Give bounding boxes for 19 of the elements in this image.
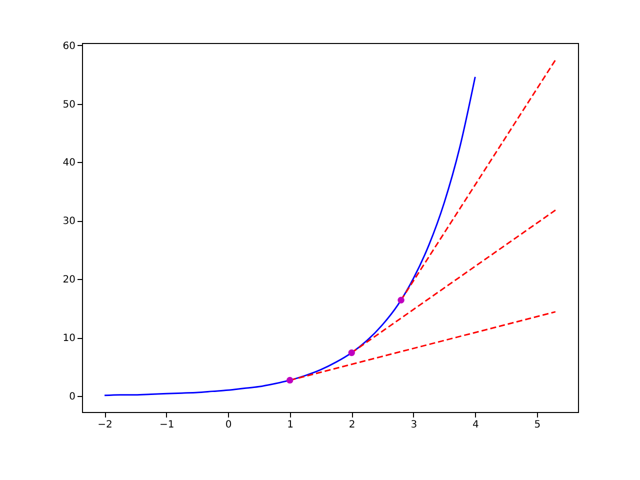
x-tick-label: 3	[410, 420, 418, 430]
y-tick-label: 50	[62, 99, 76, 110]
x-tick-label: −2	[98, 420, 112, 430]
y-tick-label: 40	[62, 158, 76, 169]
line-series	[104, 76, 476, 396]
y-tick-label: 0	[69, 391, 76, 402]
y-tick-label: 20	[62, 274, 76, 286]
x-tick-label: −1	[159, 420, 174, 430]
x-tick-label: 5	[534, 420, 541, 430]
x-tick-label: 2	[348, 420, 356, 430]
y-tick-label: 30	[62, 216, 76, 228]
y-tick-label: 60	[62, 40, 76, 52]
x-tick-label: 4	[472, 420, 479, 430]
point	[348, 349, 355, 356]
point	[398, 296, 404, 304]
x-tick-label: 0	[225, 420, 232, 430]
x-tick-label: 1	[287, 420, 294, 430]
point	[286, 376, 294, 384]
y-tick-label: 10	[62, 333, 76, 344]
